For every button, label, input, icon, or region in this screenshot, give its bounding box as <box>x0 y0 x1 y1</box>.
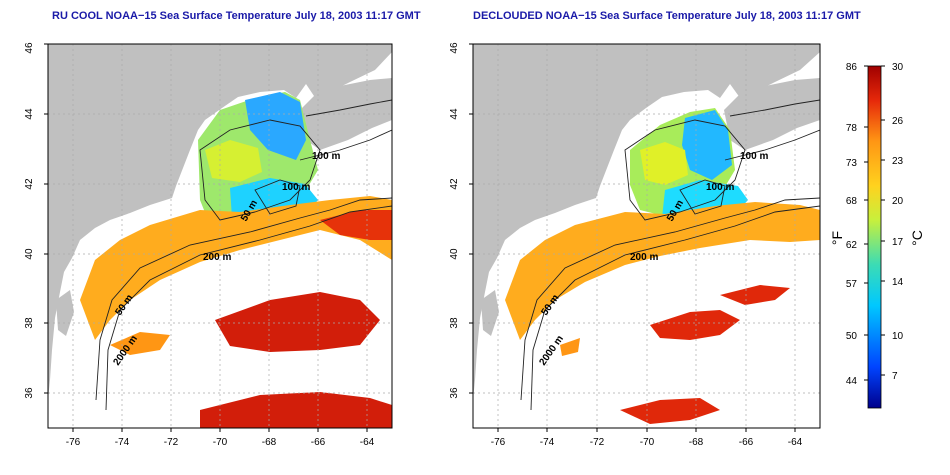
right-map-nova-scotia <box>724 78 820 150</box>
right-map-x-tick: -68 <box>689 437 704 448</box>
left-map-hot-eddy <box>215 292 380 352</box>
left-map-warm-patch <box>110 332 170 355</box>
left-map-hot-south <box>200 392 392 428</box>
right-map-x-tick: -74 <box>540 437 555 448</box>
colorbar-celsius-tick: 26 <box>892 116 904 127</box>
left-map-gridlines <box>48 44 392 428</box>
left-map-y-tick: 38 <box>24 317 35 329</box>
right-map-x-tick: -76 <box>491 437 506 448</box>
left-map-y-tick: 36 <box>24 387 35 399</box>
left-map-y-tick: 46 <box>24 42 35 54</box>
left-map-contour-label: 100 m <box>312 151 340 162</box>
colorbar-celsius-tick: 7 <box>892 371 898 382</box>
left-map-x-tick: -64 <box>360 437 375 448</box>
right-map-y-tick: 40 <box>449 248 460 260</box>
left-map-land <box>48 44 392 400</box>
right-map-hot-south <box>620 398 720 424</box>
left-map-x-tick: -66 <box>311 437 326 448</box>
colorbar-celsius-tick: 17 <box>892 237 904 248</box>
left-map-x-tick: -74 <box>115 437 130 448</box>
left-map-delmarva <box>56 290 74 336</box>
left-map-x-tick: -70 <box>213 437 228 448</box>
right-map-y-tick: 42 <box>449 178 460 190</box>
left-map-nova-scotia <box>300 78 392 150</box>
right-map-cold-water <box>682 110 732 180</box>
left-map-title: RU COOL NOAA−15 Sea Surface Temperature … <box>52 10 421 22</box>
left-map-x-tick: -72 <box>164 437 179 448</box>
colorbar-fahrenheit-tick: 57 <box>846 279 858 290</box>
left-map-warm-water <box>80 196 392 340</box>
right-map-y-tick: 44 <box>449 108 460 120</box>
colorbar-fahrenheit-tick: 62 <box>846 240 858 251</box>
left-map-bathymetry <box>95 99 392 411</box>
left-map-contour-label: 200 m <box>203 252 231 263</box>
right-map-warm-water <box>505 202 820 340</box>
right-map-hot-eddy-2 <box>720 285 790 305</box>
colorbar-fahrenheit-tick: 73 <box>846 158 858 169</box>
left-map-hot-water <box>320 210 392 240</box>
right-map-y-tick: 38 <box>449 317 460 329</box>
left-map-y-tick: 44 <box>24 108 35 120</box>
right-map-contour-label: 100 m <box>706 182 734 193</box>
colorbar-fahrenheit-tick: 78 <box>846 123 858 134</box>
right-map-x-tick: -72 <box>590 437 605 448</box>
colorbar-fahrenheit-tick: 68 <box>846 196 858 207</box>
colorbar-celsius-tick: 23 <box>892 156 904 167</box>
left-map-x-tick: -76 <box>66 437 81 448</box>
left-map-mid-water <box>205 140 262 182</box>
colorbar: 86 78 73 68 62 57 50 44 30 26 23 20 17 1… <box>829 62 925 409</box>
colorbar-tick-marks <box>864 65 885 381</box>
right-map-mid-water <box>640 142 688 185</box>
colorbar-fahrenheit-tick: 86 <box>846 62 858 73</box>
right-map-warm-patch <box>560 338 580 356</box>
colorbar-celsius-tick: 30 <box>892 62 904 73</box>
colorbar-celsius-tick: 10 <box>892 331 904 342</box>
colorbar-fahrenheit-tick: 50 <box>846 331 858 342</box>
left-map-y-tick: 40 <box>24 248 35 260</box>
right-map-x-tick: -64 <box>788 437 803 448</box>
colorbar-celsius-label: °C <box>909 230 925 246</box>
right-map-delmarva <box>481 290 499 336</box>
colorbar-celsius-tick: 20 <box>892 196 904 207</box>
right-map-y-tick: 36 <box>449 387 460 399</box>
left-map-contour-label: 100 m <box>282 182 310 193</box>
right-map-contour-label: 200 m <box>630 252 658 263</box>
right-map-hot-eddy-1 <box>650 310 740 340</box>
right-map-land <box>473 44 820 400</box>
right-map-title: DECLOUDED NOAA−15 Sea Surface Temperatur… <box>473 10 861 22</box>
right-map-y-tick: 46 <box>449 42 460 54</box>
right-map-panel: 100 m 100 m 50 m 200 m 50 m 2000 m -76 -… <box>449 42 821 448</box>
left-map-tick-marks <box>44 43 368 432</box>
right-map-tick-marks <box>469 43 796 432</box>
right-map-gridlines <box>473 44 820 428</box>
colorbar-celsius-tick: 14 <box>892 277 904 288</box>
colorbar-gradient <box>867 65 882 409</box>
right-map-contour-label: 100 m <box>740 151 768 162</box>
left-map-y-tick: 42 <box>24 178 35 190</box>
left-map-panel: 100 m 100 m 50 m 200 m 50 m 2000 m -76 -… <box>24 42 393 448</box>
left-map-cold-water <box>245 92 306 160</box>
right-map-x-tick: -70 <box>640 437 655 448</box>
left-map-x-tick: -68 <box>262 437 277 448</box>
colorbar-fahrenheit-tick: 44 <box>846 376 858 387</box>
right-map-bathymetry <box>520 99 820 411</box>
colorbar-fahrenheit-label: °F <box>829 231 845 245</box>
right-map-x-tick: -66 <box>739 437 754 448</box>
